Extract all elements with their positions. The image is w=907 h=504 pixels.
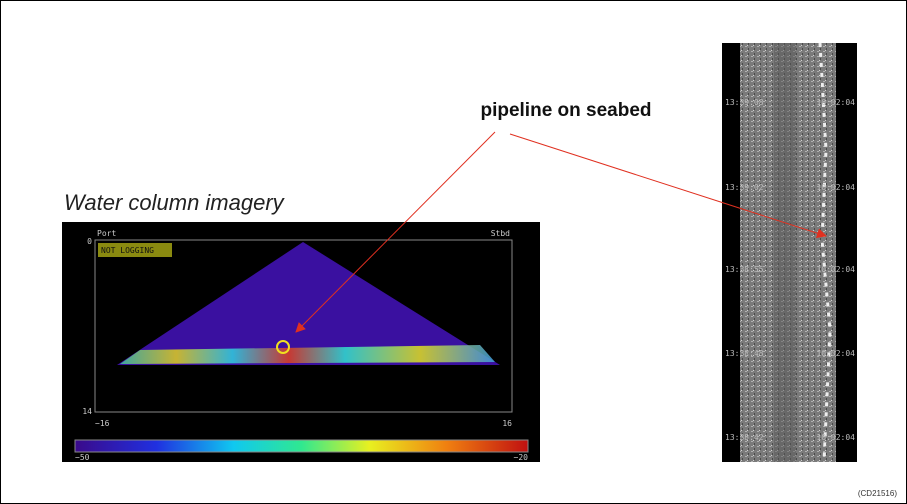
color-scale xyxy=(74,439,529,453)
port-label: Port xyxy=(97,229,116,238)
arrow xyxy=(295,131,496,333)
right-time: 10:02:04 xyxy=(816,349,855,358)
arrow xyxy=(509,133,827,238)
x-left: −16 xyxy=(95,419,110,428)
annotation: pipeline on seabed xyxy=(480,100,651,121)
stbd-label: Stbd xyxy=(491,229,510,238)
left-time: 13:38:42 xyxy=(725,433,764,442)
depth-top: 0 xyxy=(87,237,92,246)
left-time: 13:39:08 xyxy=(725,98,764,107)
heading: Water column imagery xyxy=(64,190,286,215)
scale-min: −50 xyxy=(75,453,90,462)
left-time: 13:38:55 xyxy=(725,265,764,274)
figure-id: (CD21516) xyxy=(858,489,897,498)
x-right: 16 xyxy=(502,419,512,428)
right-time: 10:02:04 xyxy=(816,265,855,274)
left-time: 13:39:02 xyxy=(725,183,764,192)
plot-frame xyxy=(94,239,513,413)
right-time: 10:02:04 xyxy=(816,98,855,107)
pipeline-trace xyxy=(818,42,832,463)
seabed-return xyxy=(120,345,495,364)
right-time: 10:02:04 xyxy=(816,183,855,192)
status: NOT LOGGING xyxy=(101,246,154,255)
scale-max: −20 xyxy=(514,453,529,462)
pipeline-echo xyxy=(276,340,290,354)
beam-fan xyxy=(117,242,500,365)
left-time: 13:38:48 xyxy=(725,349,764,358)
nadir-strip xyxy=(774,43,796,462)
status-box xyxy=(98,243,172,257)
depth-bottom: 14 xyxy=(82,407,92,416)
right-time: 10:02:04 xyxy=(816,433,855,442)
